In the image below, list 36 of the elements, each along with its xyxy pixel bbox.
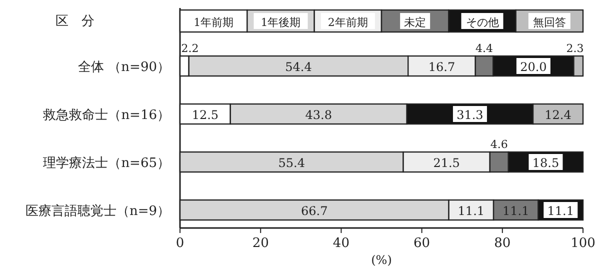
data-label: 11.1	[502, 204, 530, 218]
x-tick-label: 100	[570, 236, 596, 251]
data-label: 12.5	[192, 108, 219, 122]
data-label: 66.7	[301, 204, 328, 218]
x-tick-label: 80	[494, 236, 511, 251]
data-label: 16.7	[428, 60, 456, 74]
data-label: 21.5	[433, 156, 460, 170]
data-label: 55.4	[278, 156, 306, 170]
data-label: 20.0	[520, 60, 547, 74]
text: 2年前期	[328, 16, 368, 29]
text: 1年前期	[194, 16, 234, 29]
data-label: 4.4	[476, 42, 494, 55]
text: その他	[466, 16, 499, 29]
data-label: 18.5	[532, 156, 560, 170]
data-label: 11.1	[458, 204, 485, 218]
y-tick-label: 救急救命士（n=16）	[42, 108, 170, 123]
data-label: 31.3	[456, 108, 484, 122]
data-label: 11.1	[547, 204, 574, 218]
data-label: 4.6	[490, 138, 508, 151]
x-tick-label: 40	[332, 236, 350, 251]
data-label: 2.3	[566, 42, 584, 55]
data-label: 43.8	[305, 108, 332, 122]
text: 未定	[404, 16, 426, 29]
data-label: 2.2	[181, 42, 199, 55]
legend-title: 区 分	[56, 14, 94, 29]
x-tick-label: 0	[176, 236, 184, 251]
y-tick-label: 理学療法士（n=65）	[43, 156, 170, 171]
y-tick-label: 医療言語聴覚士（n=9）	[25, 203, 170, 219]
data-label: 54.4	[285, 60, 312, 74]
x-tick-label: 60	[414, 236, 430, 251]
y-tick-label: 全体 （n=90）	[78, 60, 170, 75]
text: 1年後期	[260, 16, 301, 29]
x-axis-title: (%)	[371, 253, 392, 266]
x-tick-label: 20	[252, 236, 269, 251]
text: 無回答	[532, 16, 566, 29]
data-label: 12.4	[544, 108, 572, 122]
